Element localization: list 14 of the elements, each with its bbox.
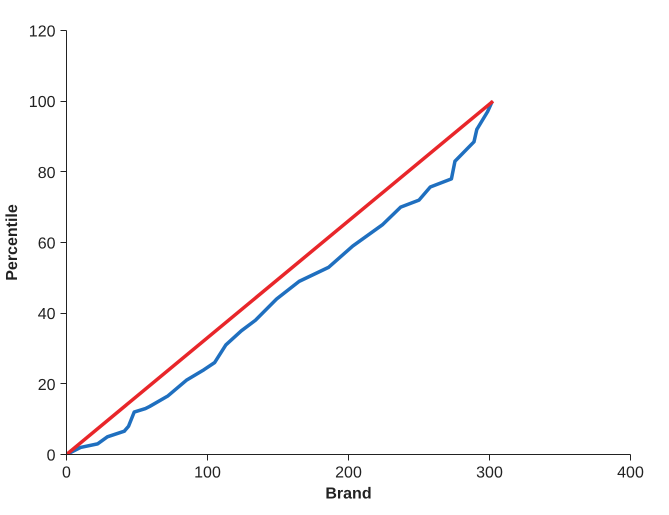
- x-axis-title: Brand: [325, 486, 372, 502]
- y-tick-label: 20: [38, 376, 56, 394]
- y-tick-label: 0: [46, 448, 56, 464]
- x-tick-label: 0: [62, 464, 72, 482]
- x-tick-label: 300: [476, 464, 503, 482]
- x-tick-label: 200: [335, 464, 362, 482]
- y-tick-label: 60: [38, 236, 56, 252]
- y-tick-label: 120: [28, 24, 56, 40]
- x-tick-label: 400: [617, 464, 644, 482]
- x-tick-label: 100: [194, 464, 221, 482]
- y-axis-title: Percentile: [4, 204, 21, 281]
- y-tick-label: 100: [28, 94, 56, 112]
- y-tick-label: 40: [38, 306, 56, 324]
- y-tick-label: 80: [38, 164, 56, 182]
